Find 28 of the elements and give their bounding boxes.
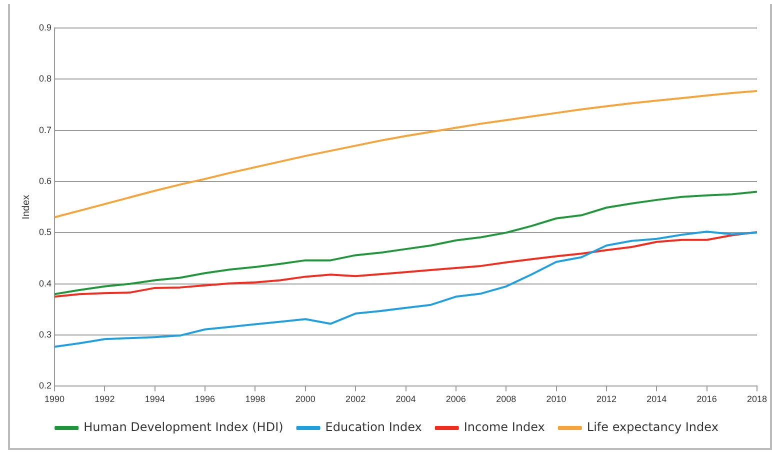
x-tick-label: 2000 <box>295 394 316 404</box>
y-tick-label: 0.5 <box>38 227 52 238</box>
x-tick-label: 2018 <box>746 394 768 404</box>
x-tick-label: 2006 <box>446 394 466 404</box>
y-tick-label: 0.2 <box>38 380 52 391</box>
x-tick-label: 2008 <box>496 394 516 404</box>
legend-label: Income Index <box>464 420 545 434</box>
x-tick-label: 2016 <box>696 394 717 404</box>
x-tick-label: 2002 <box>346 394 366 404</box>
y-tick-label: 0.9 <box>38 22 52 32</box>
legend-label: Life expectancy Index <box>586 420 718 434</box>
x-tick-label: 1990 <box>44 394 65 404</box>
x-tick-label: 1994 <box>144 394 165 404</box>
y-tick-label: 0.3 <box>38 330 52 340</box>
legend-label: Human Development Index (HDI) <box>84 420 284 434</box>
x-tick-label: 2010 <box>546 394 566 404</box>
x-tick-label: 2012 <box>596 394 616 404</box>
y-tick-label: 0.4 <box>38 278 52 288</box>
y-tick-label: 0.7 <box>38 124 52 135</box>
x-tick-label: 1998 <box>245 394 266 404</box>
legend-label: Education Index <box>325 420 422 434</box>
x-tick-label: 1996 <box>195 394 216 404</box>
x-tick-label: 2004 <box>396 394 416 404</box>
y-axis-title: Index <box>20 194 32 220</box>
y-tick-label: 0.6 <box>38 176 52 186</box>
y-tick-label: 0.8 <box>38 74 52 84</box>
x-tick-label: 1992 <box>94 394 115 404</box>
x-tick-label: 2014 <box>646 394 667 404</box>
